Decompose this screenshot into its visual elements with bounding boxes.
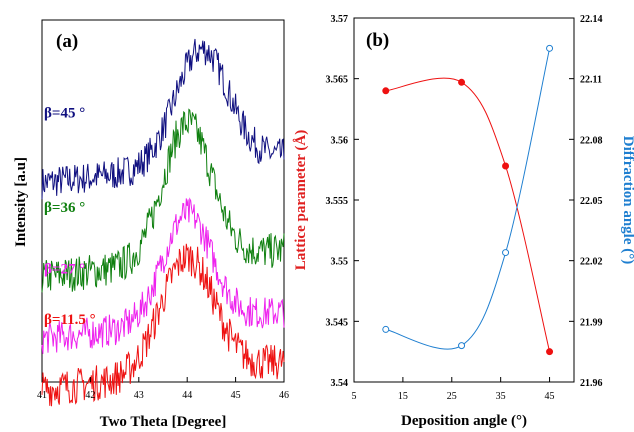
panel-b-data-point — [502, 162, 510, 170]
panel-b-xtick-label: 15 — [398, 391, 408, 402]
panel-a-xtick-label: 45 — [231, 390, 241, 401]
panel-b-left-ytick-label: 3.55 — [331, 257, 349, 268]
panel-a-series-label: β=11.5 ° — [44, 312, 96, 328]
panel-a-series-label: β=27 ° — [44, 261, 85, 277]
panel-b-left-ytick-label: 3.545 — [326, 317, 349, 328]
panel-b-xtick-label: 45 — [545, 391, 555, 402]
panel-b-right-ytick-label: 21.96 — [580, 378, 603, 389]
panel-a-x-axis-title: Two Theta [Degree] — [100, 414, 227, 430]
panel-b-right-ytick-label: 22.14 — [580, 14, 603, 25]
panel-b-data-point — [382, 87, 390, 95]
panel-a-xtick-label: 42 — [85, 390, 95, 401]
panel-b: (b) 5 15 25 35 45 3.54 3.545 3.55 3.555 3.56 3.565… — [293, 14, 634, 429]
panel-b-right-ytick-label: 22.08 — [580, 135, 603, 146]
panel-a-series-line — [41, 243, 285, 407]
panel-b-right-ytick-label: 22.05 — [580, 196, 603, 207]
panel-a-xtick-label: 44 — [182, 390, 192, 401]
panel-b-left-ytick-label: 3.54 — [331, 378, 349, 389]
panel-b-xtick-label: 35 — [496, 391, 506, 402]
panel-b-series-line — [385, 77, 551, 352]
panel-a-xtick-label: 41 — [37, 390, 47, 401]
panel-b-xtick-label: 5 — [352, 391, 357, 402]
panel-b-series-group — [382, 44, 554, 356]
panel-b-left-axis-title: Lattice parameter (Å) — [293, 130, 309, 271]
panel-a-series-line — [41, 197, 285, 354]
panel-b-data-point — [502, 249, 510, 257]
panel-a-label: (a) — [56, 31, 78, 52]
panel-a-xticks: 41 42 43 44 45 46 — [37, 377, 289, 401]
panel-b-data-point — [546, 44, 554, 52]
panel-b-left-ytick-label: 3.555 — [326, 196, 349, 207]
panel-a-xtick-label: 43 — [134, 390, 144, 401]
panel-b-right-ytick-label: 22.02 — [580, 257, 603, 268]
panel-b-data-point — [382, 325, 390, 333]
panel-a-frame — [41, 19, 285, 383]
panel-a-y-axis-title: Intensity [a.u] — [13, 157, 29, 247]
panel-b-data-point — [458, 342, 466, 350]
panel-b-right-ytick-label: 22.11 — [580, 75, 602, 86]
panel-b-axes: 5 15 25 35 45 3.54 3.545 3.55 3.555 3.56 3.565 3.57… — [326, 14, 603, 402]
panel-b-left-ytick-label: 3.565 — [326, 75, 349, 86]
panel-b-right-ytick-label: 21.99 — [580, 317, 603, 328]
panel-a: (a) β=45 °β=36 °β=27 °β=11.5 ° 41 42 43 44 4… — [13, 19, 289, 430]
panel-b-left-ytick-label: 3.56 — [331, 135, 349, 146]
panel-a-series-line — [41, 108, 285, 293]
panel-b-data-point — [458, 78, 466, 86]
panel-a-series-label: β=36 ° — [44, 200, 85, 216]
panel-b-x-axis-title: Deposition angle (°) — [401, 413, 527, 429]
panel-b-label: (b) — [366, 30, 389, 51]
panel-a-series-label: β=45 ° — [44, 106, 85, 122]
panel-b-left-ytick-label: 3.57 — [331, 14, 349, 25]
panel-b-series-line — [385, 48, 551, 350]
panel-a-series-group: β=45 ° β=36 ° β=27 ° β=11.5 ° — [41, 38, 285, 407]
panel-a-series-line — [41, 38, 285, 200]
panel-a-xtick-label: 46 — [279, 390, 289, 401]
panel-b-right-axis-title: Diffraction angle (°) — [620, 136, 634, 264]
panel-b-xtick-label: 25 — [447, 391, 457, 402]
panel-b-data-point — [546, 348, 554, 356]
